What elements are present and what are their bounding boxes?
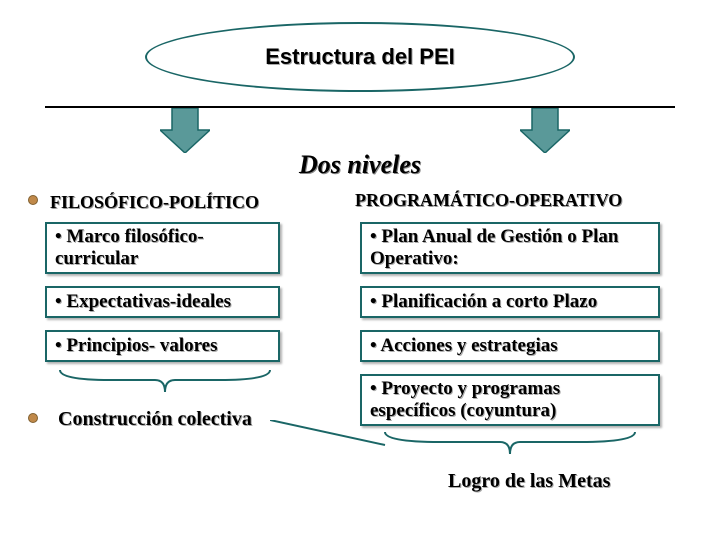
right-output-label: Logro de las Metas bbox=[448, 470, 610, 493]
divider-line bbox=[45, 106, 675, 108]
left-box-3: • Principios- valores bbox=[45, 330, 280, 362]
arrow-down-right bbox=[520, 108, 570, 153]
left-box-2: • Expectativas-ideales bbox=[45, 286, 280, 318]
left-output-label: Construcción colectiva bbox=[58, 408, 252, 431]
slide-bullet-icon bbox=[28, 195, 38, 205]
left-box-1: • Marco filosófico- curricular bbox=[45, 222, 280, 274]
title-oval: Estructura del PEI bbox=[145, 22, 575, 92]
slide-bullet-icon bbox=[28, 413, 38, 423]
connector-line bbox=[270, 420, 390, 460]
right-box-2: • Planificación a corto Plazo bbox=[360, 286, 660, 318]
right-box-3: • Acciones y estrategias bbox=[360, 330, 660, 362]
left-brace bbox=[55, 368, 275, 396]
right-column-header: PROGRAMÁTICO-OPERATIVO bbox=[355, 190, 622, 211]
left-column-header: FILOSÓFICO-POLÍTICO bbox=[50, 192, 259, 213]
arrow-down-left bbox=[160, 108, 210, 153]
diagram-title: Estructura del PEI bbox=[265, 44, 455, 70]
subtitle: Dos niveles bbox=[0, 150, 720, 180]
right-box-4: • Proyecto y programas específicos (coyu… bbox=[360, 374, 660, 426]
right-brace bbox=[380, 430, 640, 458]
right-box-1: • Plan Anual de Gestión o Plan Operativo… bbox=[360, 222, 660, 274]
